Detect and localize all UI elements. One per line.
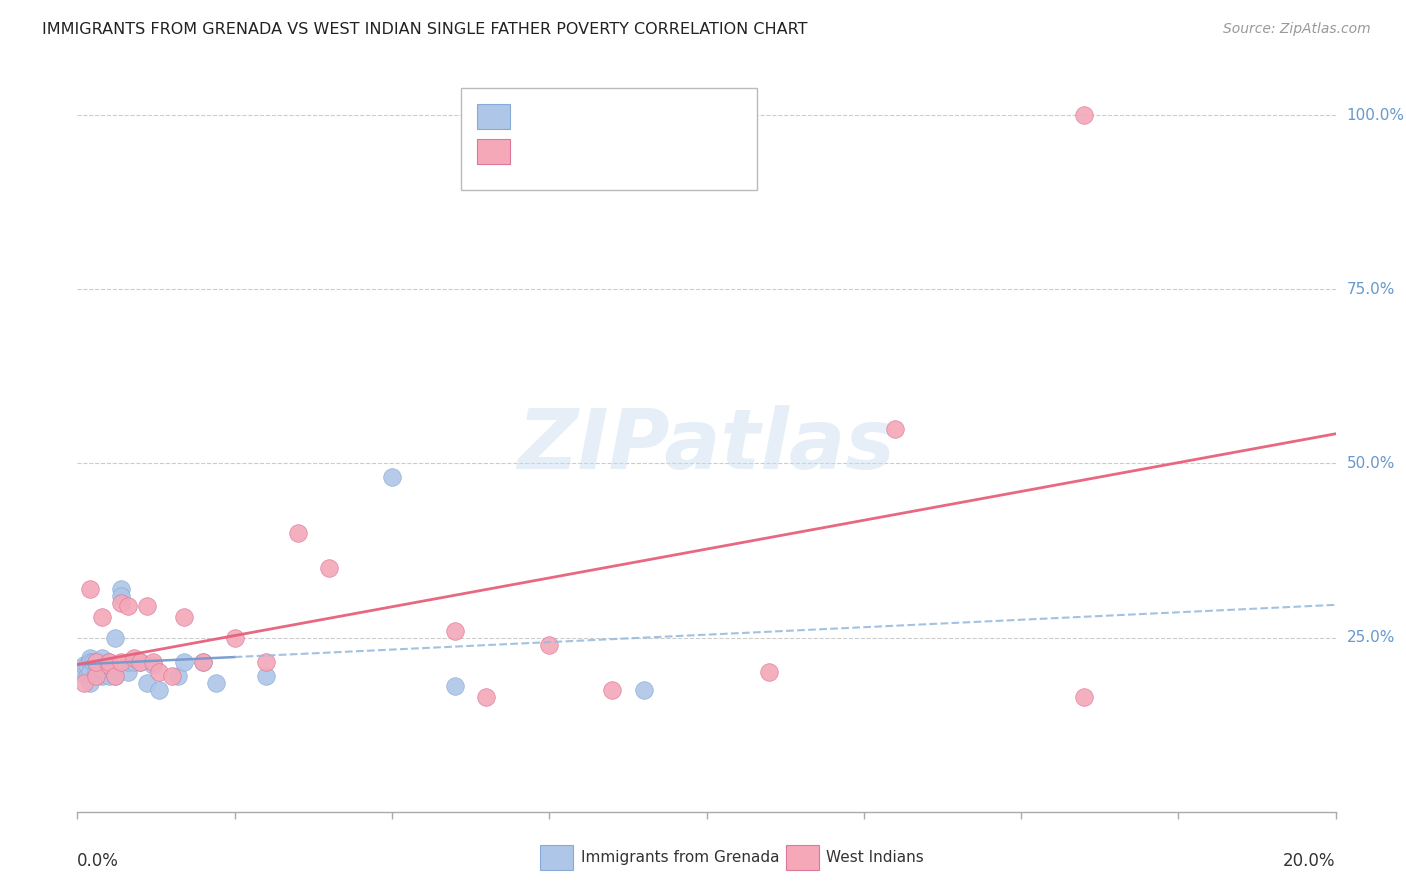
FancyBboxPatch shape: [478, 139, 510, 163]
Point: [884, 421, 907, 435]
Point: [633, 682, 655, 697]
Point: [110, 655, 132, 669]
Point: [148, 682, 170, 697]
Point: [110, 596, 132, 610]
Point: [76, 669, 98, 683]
Point: [110, 582, 132, 596]
Point: [129, 655, 152, 669]
Text: Immigrants from Grenada: Immigrants from Grenada: [581, 849, 779, 864]
Point: [538, 638, 561, 652]
Point: [97, 669, 120, 683]
Point: [79, 676, 101, 690]
Point: [82, 655, 104, 669]
Point: [160, 669, 183, 683]
Point: [84, 655, 107, 669]
Point: [142, 655, 165, 669]
Text: R =  0.615: R = 0.615: [517, 144, 599, 159]
Point: [72, 676, 94, 690]
Point: [600, 682, 623, 697]
Point: [117, 665, 139, 680]
Point: [191, 655, 215, 669]
Text: 20.0%: 20.0%: [1284, 852, 1336, 870]
Text: IMMIGRANTS FROM GRENADA VS WEST INDIAN SINGLE FATHER POVERTY CORRELATION CHART: IMMIGRANTS FROM GRENADA VS WEST INDIAN S…: [42, 22, 807, 37]
Text: ZIPatlas: ZIPatlas: [517, 406, 896, 486]
Point: [97, 662, 120, 676]
Point: [167, 669, 190, 683]
Point: [117, 599, 139, 614]
Text: 75.0%: 75.0%: [1347, 282, 1395, 297]
Text: Source: ZipAtlas.com: Source: ZipAtlas.com: [1223, 22, 1371, 37]
Text: R = -0.037: R = -0.037: [517, 110, 600, 124]
Point: [381, 470, 404, 484]
Point: [758, 665, 780, 680]
Point: [122, 651, 145, 665]
Point: [84, 669, 107, 683]
Text: 25.0%: 25.0%: [1347, 630, 1395, 645]
Point: [287, 526, 309, 541]
Point: [72, 658, 94, 673]
Point: [129, 655, 152, 669]
Point: [444, 624, 467, 638]
Point: [1073, 690, 1095, 704]
Point: [84, 655, 107, 669]
Point: [148, 665, 170, 680]
Point: [97, 658, 120, 673]
Point: [104, 669, 127, 683]
Point: [104, 631, 127, 645]
FancyBboxPatch shape: [461, 87, 756, 190]
Point: [104, 669, 127, 683]
Point: [117, 655, 139, 669]
Point: [79, 582, 101, 596]
Point: [142, 658, 165, 673]
FancyBboxPatch shape: [478, 104, 510, 129]
Point: [204, 676, 226, 690]
Point: [79, 651, 101, 665]
Text: 50.0%: 50.0%: [1347, 456, 1395, 471]
Point: [84, 669, 107, 683]
Point: [91, 669, 114, 683]
Point: [1073, 108, 1095, 122]
Point: [475, 690, 498, 704]
Point: [224, 631, 246, 645]
Point: [135, 676, 157, 690]
Point: [254, 655, 277, 669]
Point: [97, 655, 120, 669]
Point: [72, 665, 94, 680]
Point: [91, 662, 114, 676]
Point: [110, 589, 132, 603]
Point: [254, 669, 277, 683]
Point: [173, 655, 195, 669]
Text: 100.0%: 100.0%: [1347, 108, 1405, 122]
Point: [122, 655, 145, 669]
FancyBboxPatch shape: [540, 845, 574, 870]
Point: [76, 658, 98, 673]
Point: [97, 655, 120, 669]
Point: [444, 679, 467, 693]
Text: N = 39: N = 39: [650, 110, 703, 124]
Point: [94, 665, 117, 680]
FancyBboxPatch shape: [786, 845, 818, 870]
Point: [84, 665, 107, 680]
Point: [135, 599, 157, 614]
Point: [79, 665, 101, 680]
Text: N = 31: N = 31: [650, 144, 703, 159]
Point: [173, 609, 195, 624]
Point: [91, 651, 114, 665]
Point: [79, 655, 101, 669]
Point: [318, 561, 340, 575]
Text: West Indians: West Indians: [827, 849, 924, 864]
Point: [191, 655, 215, 669]
Text: 0.0%: 0.0%: [77, 852, 120, 870]
Point: [89, 655, 111, 669]
Point: [91, 609, 114, 624]
